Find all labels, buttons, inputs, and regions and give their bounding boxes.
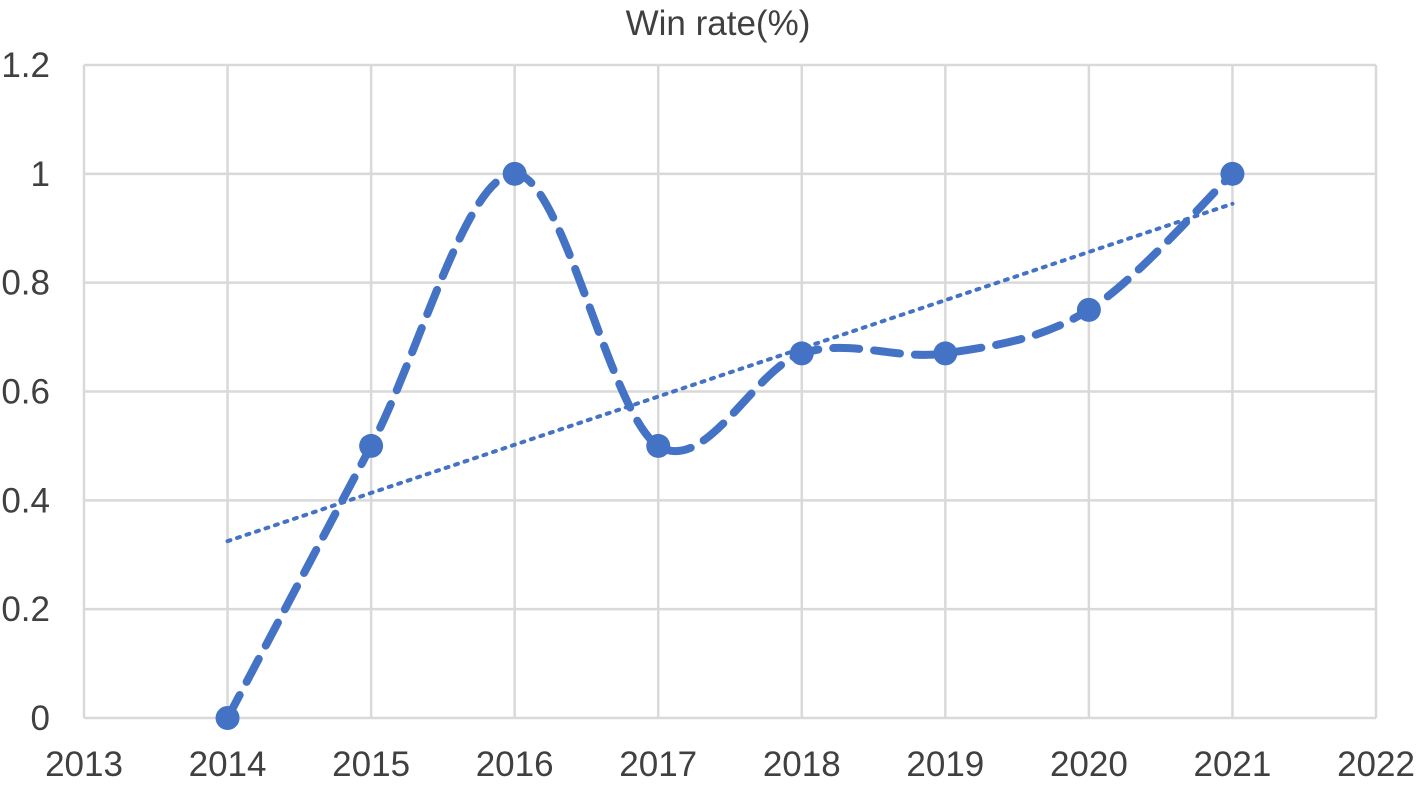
y-tick-label: 0.8 <box>1 264 50 303</box>
x-tick-label: 2018 <box>763 745 841 784</box>
x-tick-label: 2020 <box>1050 745 1128 784</box>
trendline-layer <box>228 204 1233 541</box>
y-tick-label: 0.2 <box>1 590 50 629</box>
y-tick-label: 0.6 <box>1 373 50 412</box>
x-tick-label: 2016 <box>476 745 554 784</box>
x-tick-label: 2017 <box>619 745 697 784</box>
data-point <box>1077 298 1101 322</box>
y-tick-label: 0.4 <box>1 481 50 520</box>
data-point <box>646 434 670 458</box>
x-tick-label: 2013 <box>45 745 123 784</box>
y-tick-label: 0 <box>31 699 50 738</box>
x-tick-label: 2021 <box>1194 745 1272 784</box>
y-tick-label: 1 <box>31 155 50 194</box>
data-point <box>503 162 527 186</box>
data-point <box>216 706 240 730</box>
trendline <box>228 204 1233 541</box>
axes: 0 0.2 0.4 0.6 0.8 1 1.2 2013 2014 2015 2016 2017 201… <box>1 46 1415 784</box>
data-point <box>933 341 957 365</box>
x-tick-label: 2014 <box>189 745 267 784</box>
data-point <box>359 434 383 458</box>
x-tick-label: 2019 <box>906 745 984 784</box>
x-tick-label: 2022 <box>1337 745 1415 784</box>
data-point <box>790 341 814 365</box>
data-point <box>1220 162 1244 186</box>
x-tick-label: 2015 <box>332 745 410 784</box>
y-tick-label: 1.2 <box>1 46 50 85</box>
